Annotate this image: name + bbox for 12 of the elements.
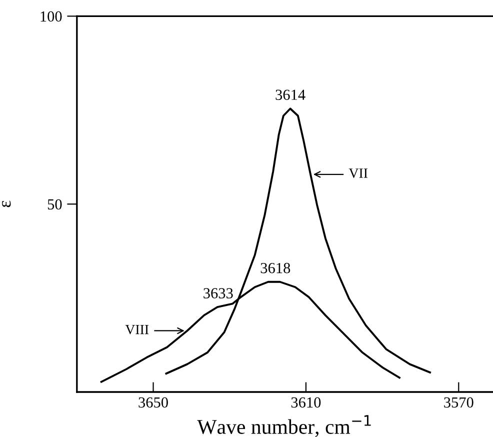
y-tick-label: 50 [48,199,62,210]
annotation: 3618 [260,262,290,274]
series-label: VIII [125,324,149,334]
x-axis-title: Wave number, cm$^{−1}$ [197,415,371,437]
x-tick-label: 3610 [291,397,321,408]
annotation: 3614 [276,90,306,100]
y-axis-title: ε [2,200,11,208]
annotation: 3633 [204,288,233,298]
x-tick-label: 3570 [444,397,474,408]
y-tick-label: 100 [40,11,62,22]
legend-label: VII [348,168,368,178]
x-tick-label: 3650 [138,397,168,408]
